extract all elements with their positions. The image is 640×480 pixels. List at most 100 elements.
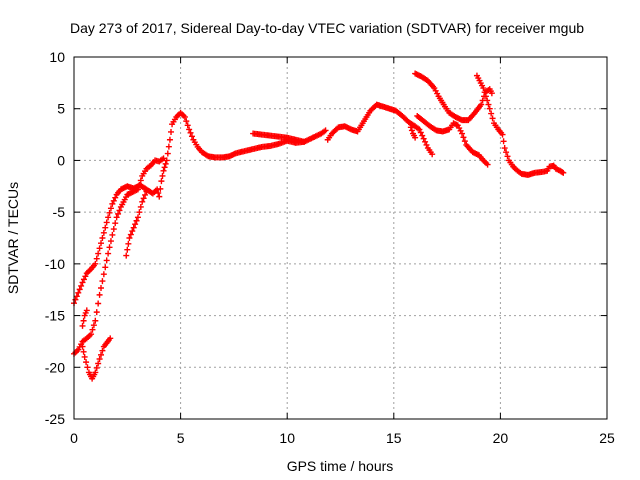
x-tick-label: 20 [493,430,509,446]
data-point [98,351,105,358]
data-point [96,245,103,252]
data-point [412,134,419,141]
data-point [134,186,141,193]
data-point [88,331,95,338]
data-point [499,131,506,138]
data-point [90,322,97,329]
data-point [160,155,167,162]
data-point [461,138,468,145]
y-tick-label: -25 [45,411,65,427]
data-point [92,317,99,324]
data-point [560,169,567,176]
data-point [98,240,105,247]
data-point [155,190,162,197]
data-point [159,172,166,179]
series-arc-10 [414,112,491,168]
data-point [107,238,114,245]
data-point [79,343,86,350]
data-point [84,364,91,371]
x-tick-label: 10 [279,430,295,446]
data-point [423,141,430,148]
data-point [130,224,137,231]
data-point [158,178,165,185]
data-point [504,153,511,160]
data-point [132,221,139,228]
data-point [109,231,116,238]
data-point [165,143,172,150]
data-point [95,360,102,367]
data-points [71,70,567,382]
data-point [137,203,144,210]
data-point [99,347,106,354]
data-point [72,296,79,303]
data-point [110,226,117,233]
data-point [136,209,143,216]
data-point [98,284,105,291]
axis-ticks: 0 5 10 15 20 25 -25 -20 -15 -10 -5 0 5 10 [45,49,615,446]
data-point [76,286,83,293]
data-point [480,85,487,92]
data-point [93,255,100,262]
data-point [96,356,103,363]
series-arc-8 [407,124,419,141]
data-point [166,136,173,143]
data-point [488,90,495,97]
data-point [417,129,424,136]
data-point [488,110,495,117]
data-point [188,133,195,140]
x-axis-label: GPS time / hours [287,458,394,474]
series-arc-5 [123,188,150,259]
series-arc-2 [71,155,167,357]
data-point [187,129,194,136]
data-point [419,132,426,139]
data-point [107,205,114,212]
data-point [106,244,113,251]
data-point [80,317,87,324]
data-point [164,150,171,157]
data-point [460,134,467,141]
data-point [129,228,136,235]
y-tick-label: 5 [57,101,65,117]
data-point [186,126,193,133]
chart-title: Day 273 of 2017, Sidereal Day-to-day VTE… [70,20,584,36]
data-point [459,130,466,137]
y-tick-label: -20 [45,359,65,375]
data-point [485,101,492,108]
data-point [93,364,100,371]
series-arc-7 [324,101,436,158]
data-point [503,149,510,156]
data-point [105,214,112,221]
data-point [143,188,150,195]
data-point [95,250,102,257]
data-point [82,273,89,280]
data-point [105,250,112,257]
data-point [140,195,147,202]
data-point [500,138,507,145]
data-point [80,348,87,355]
data-point [484,161,491,168]
y-tick-label: 0 [57,152,65,168]
data-point [83,359,90,366]
data-point [80,276,87,283]
series-arc-1 [71,109,329,307]
data-point [115,210,122,217]
data-point [124,246,131,253]
data-point [422,138,429,145]
data-point [484,97,491,104]
data-point [92,260,99,267]
data-point [116,207,123,214]
data-point [100,271,107,278]
data-point [489,115,496,122]
data-point [301,138,308,145]
data-point [79,322,86,329]
data-point [95,300,102,307]
data-point [420,135,427,142]
data-point [100,229,107,236]
data-point [127,231,134,238]
x-tick-label: 15 [386,430,402,446]
data-point [73,293,80,300]
data-point [123,252,130,259]
data-point [112,194,119,201]
y-tick-label: -5 [53,204,66,220]
